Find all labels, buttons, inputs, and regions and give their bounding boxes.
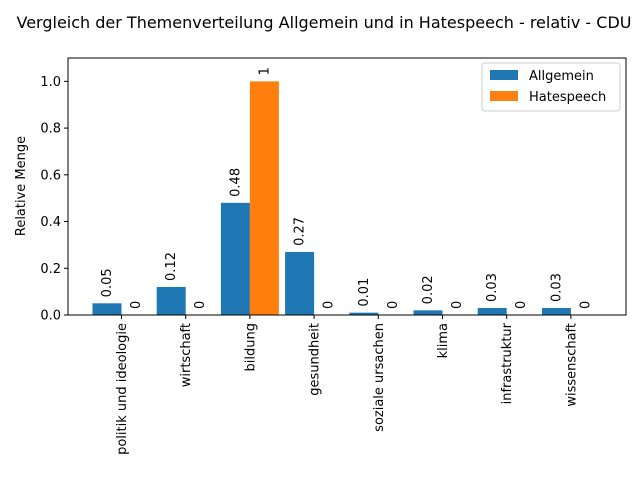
y-tick-label-3: 0.6: [40, 168, 61, 183]
legend-label-allgemein: Allgemein: [529, 69, 594, 84]
x-tick-label-7: wissenschaft: [564, 323, 579, 407]
x-tick-label-5: klima: [436, 323, 451, 358]
data-label-hatespeech-6: 0: [514, 301, 529, 309]
x-tick-label-3: gesundheit: [308, 323, 323, 396]
bar-allgemein-4: [349, 312, 379, 315]
data-label-allgemein-4: 0.01: [357, 278, 372, 307]
data-label-hatespeech-1: 0: [193, 301, 208, 309]
bar-allgemein-2: [220, 202, 250, 315]
data-label-hatespeech-0: 0: [129, 301, 144, 309]
data-label-allgemein-2: 0.48: [228, 168, 243, 197]
bar-allgemein-3: [285, 251, 315, 315]
y-tick-label-2: 0.4: [40, 215, 61, 230]
bar-hatespeech-2: [249, 81, 279, 315]
data-label-allgemein-7: 0.03: [549, 273, 564, 302]
plot-area: 0.05 0.12 0.48 0.27 0.01 0.02 0.03 0.03 0 0 1 0 0 0 0 0…: [40, 57, 627, 455]
chart-title: Vergleich der Themenverteilung Allgemein…: [17, 13, 632, 32]
plot-frame: [67, 57, 627, 316]
legend: Allgemein Hatespeech: [481, 62, 621, 112]
y-tick-label-5: 1.0: [40, 75, 61, 90]
bar-allgemein-1: [156, 286, 186, 315]
bar-allgemein-6: [477, 307, 507, 315]
y-tick-label-0: 0.0: [40, 309, 61, 324]
data-label-hatespeech-7: 0: [578, 301, 593, 309]
legend-swatch-hatespeech: [490, 91, 518, 101]
data-label-allgemein-3: 0.27: [293, 217, 308, 246]
x-tick-label-1: wirtschaft: [179, 323, 194, 387]
bar-allgemein-0: [92, 303, 122, 315]
legend-label-hatespeech: Hatespeech: [529, 90, 606, 105]
data-label-hatespeech-3: 0: [322, 301, 337, 309]
y-tick-label-1: 0.2: [40, 262, 61, 277]
data-label-allgemein-5: 0.02: [421, 275, 436, 304]
bar-allgemein-5: [413, 310, 443, 315]
data-label-hatespeech-4: 0: [386, 301, 401, 309]
legend-swatch-allgemein: [490, 70, 518, 80]
x-tick-label-2: bildung: [243, 323, 258, 371]
data-label-hatespeech-2: 1: [257, 67, 272, 75]
data-label-hatespeech-5: 0: [450, 301, 465, 309]
data-label-allgemein-6: 0.03: [485, 273, 500, 302]
x-tick-label-4: soziale ursachen: [372, 323, 387, 432]
x-tick-label-0: politik und ideologie: [115, 323, 130, 455]
data-label-allgemein-1: 0.12: [164, 252, 179, 281]
data-label-allgemein-0: 0.05: [100, 268, 115, 297]
y-tick-label-4: 0.8: [40, 122, 61, 137]
x-tick-label-6: infrastruktur: [500, 322, 515, 404]
y-axis-label: Relative Menge: [14, 136, 29, 236]
bar-allgemein-7: [541, 307, 571, 315]
